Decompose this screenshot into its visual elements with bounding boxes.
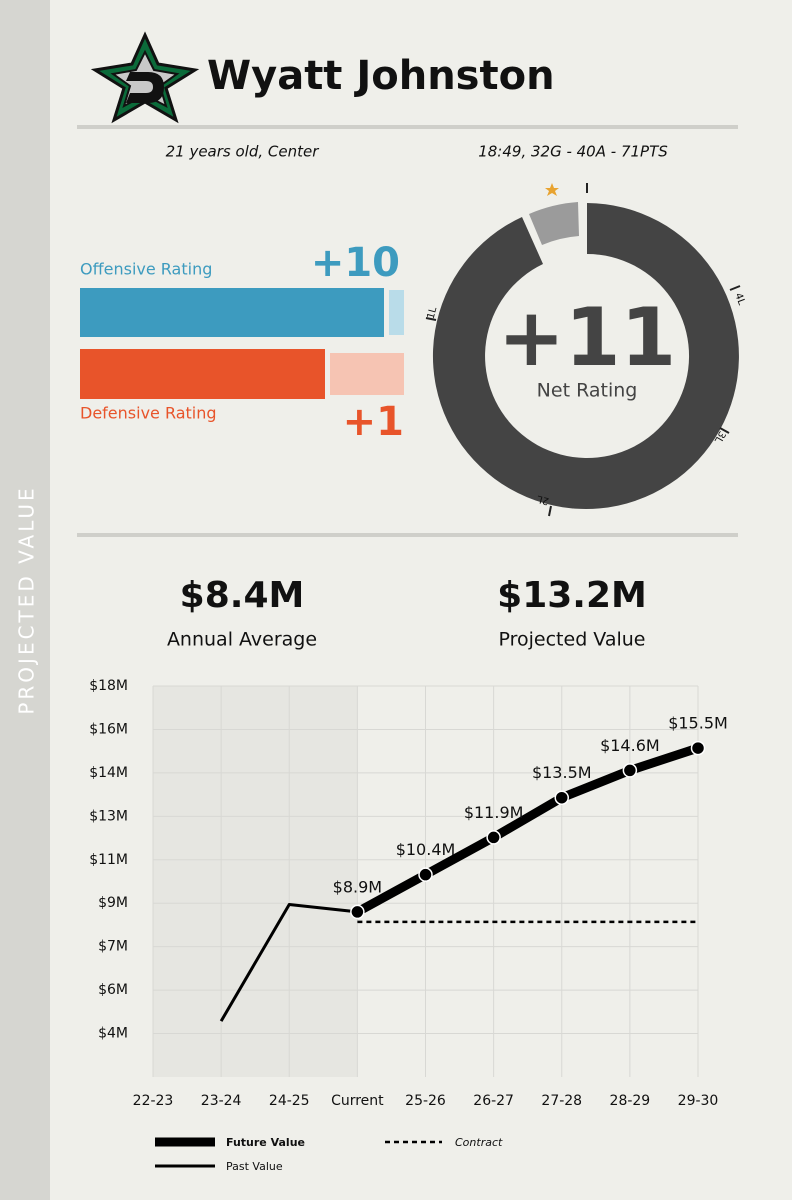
player-stats: 18:49, 32G - 40A - 71PTS <box>478 143 668 161</box>
y-tick-label: $16M <box>89 721 128 737</box>
x-tick-label: 27-28 <box>541 1093 582 1109</box>
y-tick-label: $7M <box>98 939 128 955</box>
value-label: $15.5M <box>668 714 728 733</box>
offensive-label: Offensive Rating <box>80 260 212 279</box>
divider <box>77 533 738 537</box>
value-label: $8.9M <box>333 877 382 896</box>
ring-label: 3L <box>712 429 728 445</box>
net-rating-label: Net Rating <box>537 380 638 402</box>
legend-label: Future Value <box>226 1136 305 1149</box>
summary-label: Annual Average <box>167 629 317 651</box>
defensive-value: +1 <box>343 399 404 445</box>
net-rating-ring <box>425 183 741 517</box>
offensive-bar-remainder <box>389 290 404 335</box>
y-tick-label: $13M <box>89 808 128 824</box>
y-tick-label: $18M <box>89 678 128 694</box>
point <box>418 867 433 882</box>
ring-label: 2L <box>536 493 551 507</box>
value-label: $10.4M <box>396 840 456 859</box>
sidebar <box>0 0 50 1200</box>
legend-label: Past Value <box>226 1160 283 1173</box>
x-tick-label: 29-30 <box>678 1093 719 1109</box>
y-tick-label: $14M <box>89 765 128 781</box>
value-label: $13.5M <box>532 763 592 782</box>
defensive-label: Defensive Rating <box>80 404 217 423</box>
offensive-value: +10 <box>311 240 400 286</box>
past-region <box>153 686 357 1077</box>
chart: 22-23 23-24 24-25 Current 25-26 26-27 27-28 28-… <box>89 678 728 1109</box>
x-tick-label: 23-24 <box>201 1093 242 1109</box>
x-tick-label: 24-25 <box>269 1093 310 1109</box>
x-tick-label: 25-26 <box>405 1093 446 1109</box>
legend-label: Contract <box>455 1136 503 1149</box>
x-tick-label: 22-23 <box>133 1093 174 1109</box>
series-line <box>355 743 700 916</box>
defensive-bar-remainder <box>330 353 404 395</box>
series-line <box>219 902 358 1022</box>
point <box>690 740 706 756</box>
y-tick-label: $9M <box>98 895 128 911</box>
summary-value: $13.2M <box>497 575 647 616</box>
value-label: $11.9M <box>464 803 524 822</box>
player-bio: 21 years old, Center <box>166 143 320 161</box>
x-tick-label: Current <box>331 1093 384 1109</box>
y-tick-label: $6M <box>98 982 128 998</box>
summary-label: Projected Value <box>499 629 646 651</box>
ring-label: 1L <box>426 306 440 321</box>
point <box>350 904 365 920</box>
ring-label: 4L <box>732 292 747 307</box>
legend: Future Value Past Value Contract <box>155 1136 503 1173</box>
value-label: $14.6M <box>600 736 660 755</box>
y-tick-label: $4M <box>98 1026 128 1042</box>
point <box>554 790 569 805</box>
x-tick-label: 26-27 <box>473 1093 514 1109</box>
defensive-bar <box>80 349 325 399</box>
net-rating-value: +11 <box>498 291 676 384</box>
point <box>486 830 501 845</box>
sidebar-label: PROJECTED VALUE <box>15 485 39 714</box>
team-logo <box>90 31 200 124</box>
summary-value: $8.4M <box>180 575 305 616</box>
point <box>622 763 638 778</box>
x-tick-label: 28-29 <box>610 1093 651 1109</box>
offensive-bar <box>80 288 384 337</box>
player-name: Wyatt Johnston <box>207 53 555 99</box>
divider <box>77 125 738 129</box>
y-tick-label: $11M <box>89 852 128 868</box>
